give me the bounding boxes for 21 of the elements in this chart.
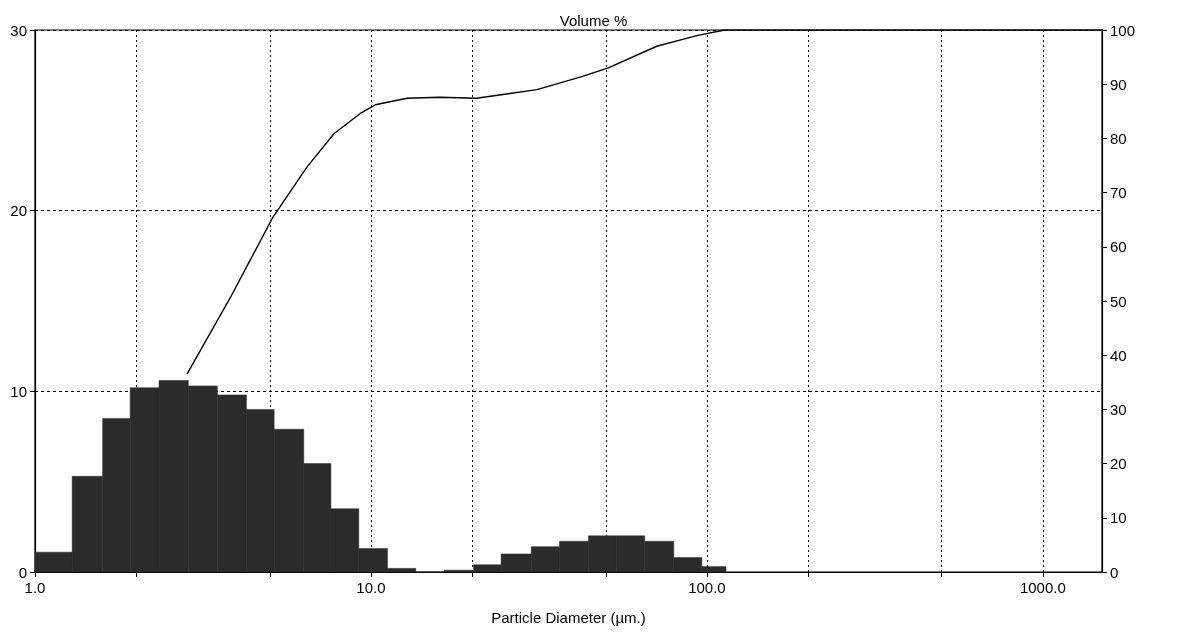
y2-tick-label: 20 xyxy=(1110,455,1127,473)
y2-tick-label: 0 xyxy=(1110,563,1119,581)
x-tick-label: 1.0 xyxy=(24,579,46,596)
y-tick-label: 10 xyxy=(10,382,27,400)
y2-tick-label: 30 xyxy=(1110,400,1127,418)
y-tick-label: 30 xyxy=(10,21,27,39)
y-tick-label: 20 xyxy=(10,202,27,220)
y2-tick-label: 80 xyxy=(1110,129,1127,147)
y2-tick-label: 70 xyxy=(1110,184,1127,202)
y2-tick-label: 10 xyxy=(1110,509,1127,527)
y2-tick-label: 90 xyxy=(1110,75,1127,93)
y2-tick-label: 50 xyxy=(1110,292,1127,310)
x-axis-title: Particle Diameter (µm.) xyxy=(491,609,646,626)
y-tick-label: 0 xyxy=(18,563,27,581)
x-tick-label: 10.0 xyxy=(356,579,386,596)
x-tick-label: 100.0 xyxy=(688,579,726,596)
y2-tick-label: 100 xyxy=(1110,21,1136,39)
y2-tick-label: 40 xyxy=(1110,346,1127,364)
x-tick-label: 1000.0 xyxy=(1019,579,1066,596)
y2-tick-label: 60 xyxy=(1110,238,1127,256)
chart-title: Volume % xyxy=(559,12,628,29)
